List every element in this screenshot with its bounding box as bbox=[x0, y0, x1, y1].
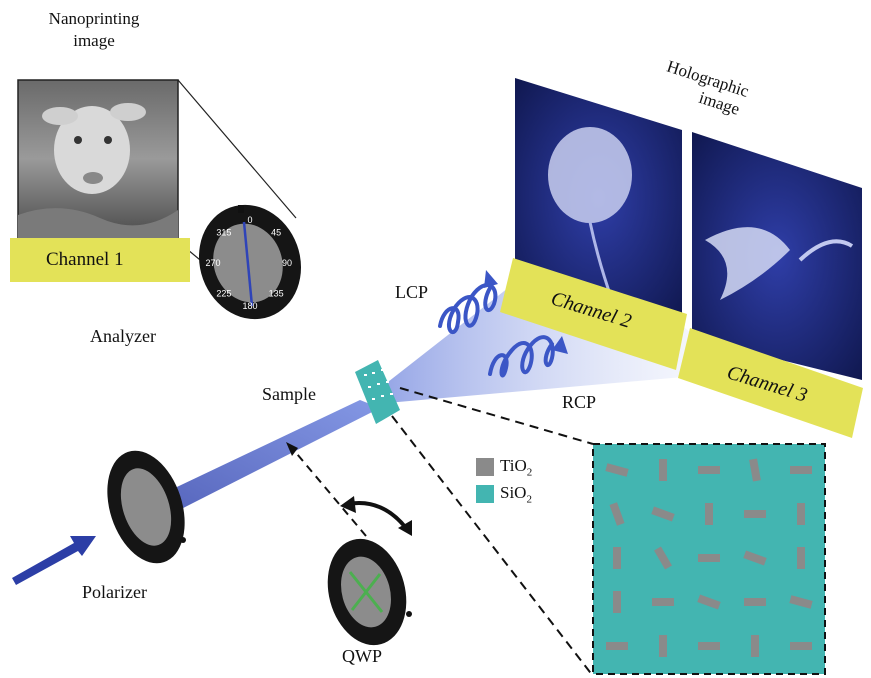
nanopillar bbox=[705, 503, 713, 525]
channel1-bar bbox=[10, 238, 190, 282]
nanopillar bbox=[606, 642, 628, 650]
legend-sio2-label: SiO2 bbox=[500, 483, 532, 505]
nanopillar bbox=[797, 547, 805, 569]
qwp-label: QWP bbox=[342, 646, 382, 666]
nanopillar bbox=[789, 595, 813, 609]
channel2-bar bbox=[500, 258, 687, 370]
nanopillar bbox=[744, 510, 766, 518]
nanopillar bbox=[790, 466, 812, 474]
nanopillar bbox=[659, 635, 667, 657]
channel1-label: Channel 1 bbox=[46, 249, 124, 270]
polarizer-dial bbox=[107, 450, 186, 564]
analyzer-tick-label: 90 bbox=[282, 258, 292, 268]
input-arrow bbox=[12, 536, 96, 585]
legend-sio2-subscript: 2 bbox=[526, 493, 532, 506]
nanopillar bbox=[790, 642, 812, 650]
qwp-dial bbox=[327, 538, 412, 646]
nanopillar bbox=[797, 503, 805, 525]
channel3-bar bbox=[678, 328, 863, 438]
polarizer-label: Polarizer bbox=[82, 582, 147, 602]
legend-tio2-label: TiO2 bbox=[500, 456, 532, 478]
nanopillar bbox=[659, 459, 667, 481]
analyzer-tick-label: 180 bbox=[242, 301, 257, 311]
lcp-label: LCP bbox=[395, 282, 429, 302]
nanopillar bbox=[654, 546, 672, 570]
nanopillar bbox=[613, 591, 621, 613]
analyzer-tick-label: 225 bbox=[216, 288, 231, 298]
legend-tio2-formula: TiO bbox=[500, 456, 527, 475]
analyzer-dial bbox=[198, 204, 302, 320]
nanopillar bbox=[698, 466, 720, 474]
sample-metasurface bbox=[355, 360, 400, 424]
nanopillar bbox=[743, 550, 767, 566]
nanopillar bbox=[613, 547, 621, 569]
incident-beam bbox=[120, 400, 380, 534]
analyzer-tick-label: 270 bbox=[206, 258, 221, 268]
nanoprinting-title: Nanoprinting image bbox=[36, 8, 152, 52]
hologram-panel-2 bbox=[692, 132, 862, 380]
projection-line-top bbox=[177, 79, 297, 219]
rcp-wave bbox=[488, 335, 555, 378]
nanopillar bbox=[651, 506, 675, 522]
nanopillar bbox=[744, 598, 766, 606]
nanopillar bbox=[652, 598, 674, 606]
analyzer-tick-label: 45 bbox=[271, 228, 281, 238]
analyzer-tick-label: 315 bbox=[216, 228, 231, 238]
zoom-dashed-bottom bbox=[391, 415, 594, 677]
legend-sio2-swatch bbox=[476, 485, 494, 503]
sample-label: Sample bbox=[262, 384, 316, 404]
analyzer-tick-label: 135 bbox=[269, 288, 284, 298]
legend-tio2-subscript: 2 bbox=[526, 466, 533, 479]
rcp-label: RCP bbox=[562, 392, 597, 412]
zoom-dashed-top bbox=[399, 387, 594, 445]
nanopillar bbox=[697, 594, 721, 610]
analyzer-tick-label: 0 bbox=[247, 215, 252, 225]
nanopillar bbox=[751, 635, 759, 657]
nanoprinting-title-line1: Nanoprinting bbox=[48, 9, 140, 28]
nanopillar bbox=[609, 502, 625, 526]
qwp-dashed-line bbox=[291, 447, 367, 537]
nanopillar bbox=[749, 458, 761, 482]
legend-tio2-swatch bbox=[476, 458, 494, 476]
analyzer-label: Analyzer bbox=[90, 326, 156, 346]
nanoprinting-title-line2: image bbox=[73, 31, 115, 50]
legend-sio2-formula: SiO bbox=[500, 483, 527, 502]
nanostructure-inset bbox=[592, 443, 826, 675]
nanopillar bbox=[698, 642, 720, 650]
hologram-panel-1 bbox=[515, 78, 682, 318]
nanoprinting-image bbox=[17, 79, 179, 239]
lcp-wave bbox=[438, 283, 498, 335]
nanopillar bbox=[698, 554, 720, 562]
nanopillar bbox=[605, 463, 629, 477]
